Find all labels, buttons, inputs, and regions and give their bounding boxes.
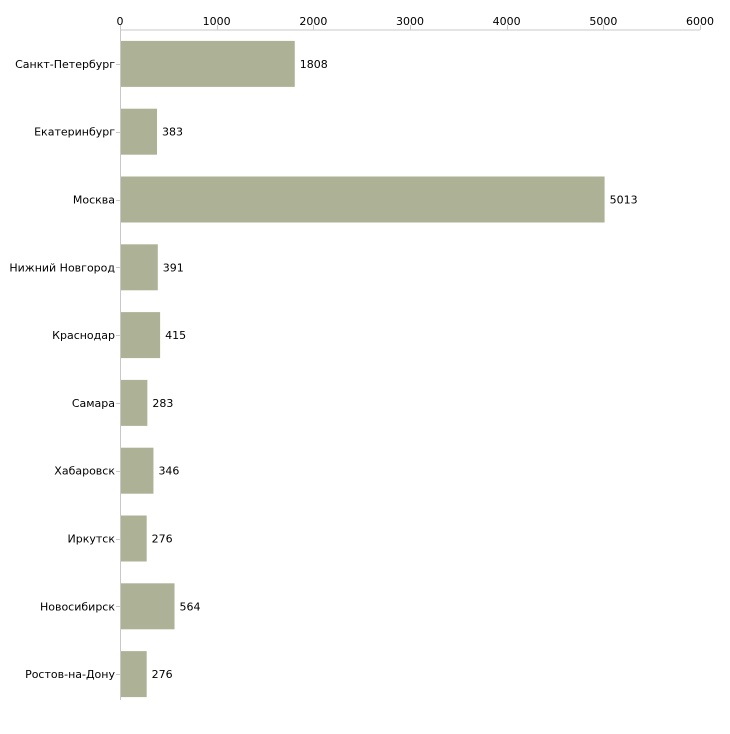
category-label: Хабаровск (54, 465, 115, 478)
category-label: Екатеринбург (34, 126, 115, 139)
category-label: Иркутск (68, 533, 116, 546)
x-tick-label: 6000 (686, 15, 714, 28)
x-tick-label: 2000 (299, 15, 327, 28)
bar (121, 379, 148, 426)
bar (121, 515, 147, 562)
value-label: 383 (162, 126, 183, 139)
category-label: Нижний Новгород (9, 261, 115, 274)
value-label: 564 (180, 600, 201, 613)
bar (121, 651, 147, 698)
x-tick-label: 1000 (203, 15, 231, 28)
axes: 0 1000 2000 3000 4000 5000 6000 (116, 15, 714, 700)
x-tick-label: 0 (117, 15, 124, 28)
bar (121, 447, 154, 494)
category-label: Самара (72, 397, 115, 410)
category-label: Новосибирск (40, 600, 115, 613)
bar (121, 40, 295, 87)
bar (121, 583, 175, 630)
value-label: 5013 (610, 194, 638, 207)
bar (121, 312, 161, 359)
bar (121, 108, 158, 155)
category-label: Санкт-Петербург (15, 58, 115, 71)
category-label: Краснодар (52, 329, 115, 342)
value-label: 276 (152, 668, 173, 681)
value-label: 283 (152, 397, 173, 410)
x-tick-label: 4000 (493, 15, 521, 28)
bar (121, 244, 158, 291)
value-label: 415 (165, 329, 186, 342)
category-label: Москва (73, 194, 115, 207)
bar (121, 176, 605, 223)
category-label: Ростов-на-Дону (25, 668, 115, 681)
value-label: 1808 (300, 58, 328, 71)
labels: Санкт-Петербург 1808 Екатеринбург 383 Москва… (9, 58, 637, 681)
x-tick-label: 5000 (589, 15, 617, 28)
x-tick-label: 3000 (396, 15, 424, 28)
value-label: 276 (152, 533, 173, 546)
value-label: 391 (163, 261, 184, 274)
value-label: 346 (158, 465, 179, 478)
bars (121, 40, 605, 698)
